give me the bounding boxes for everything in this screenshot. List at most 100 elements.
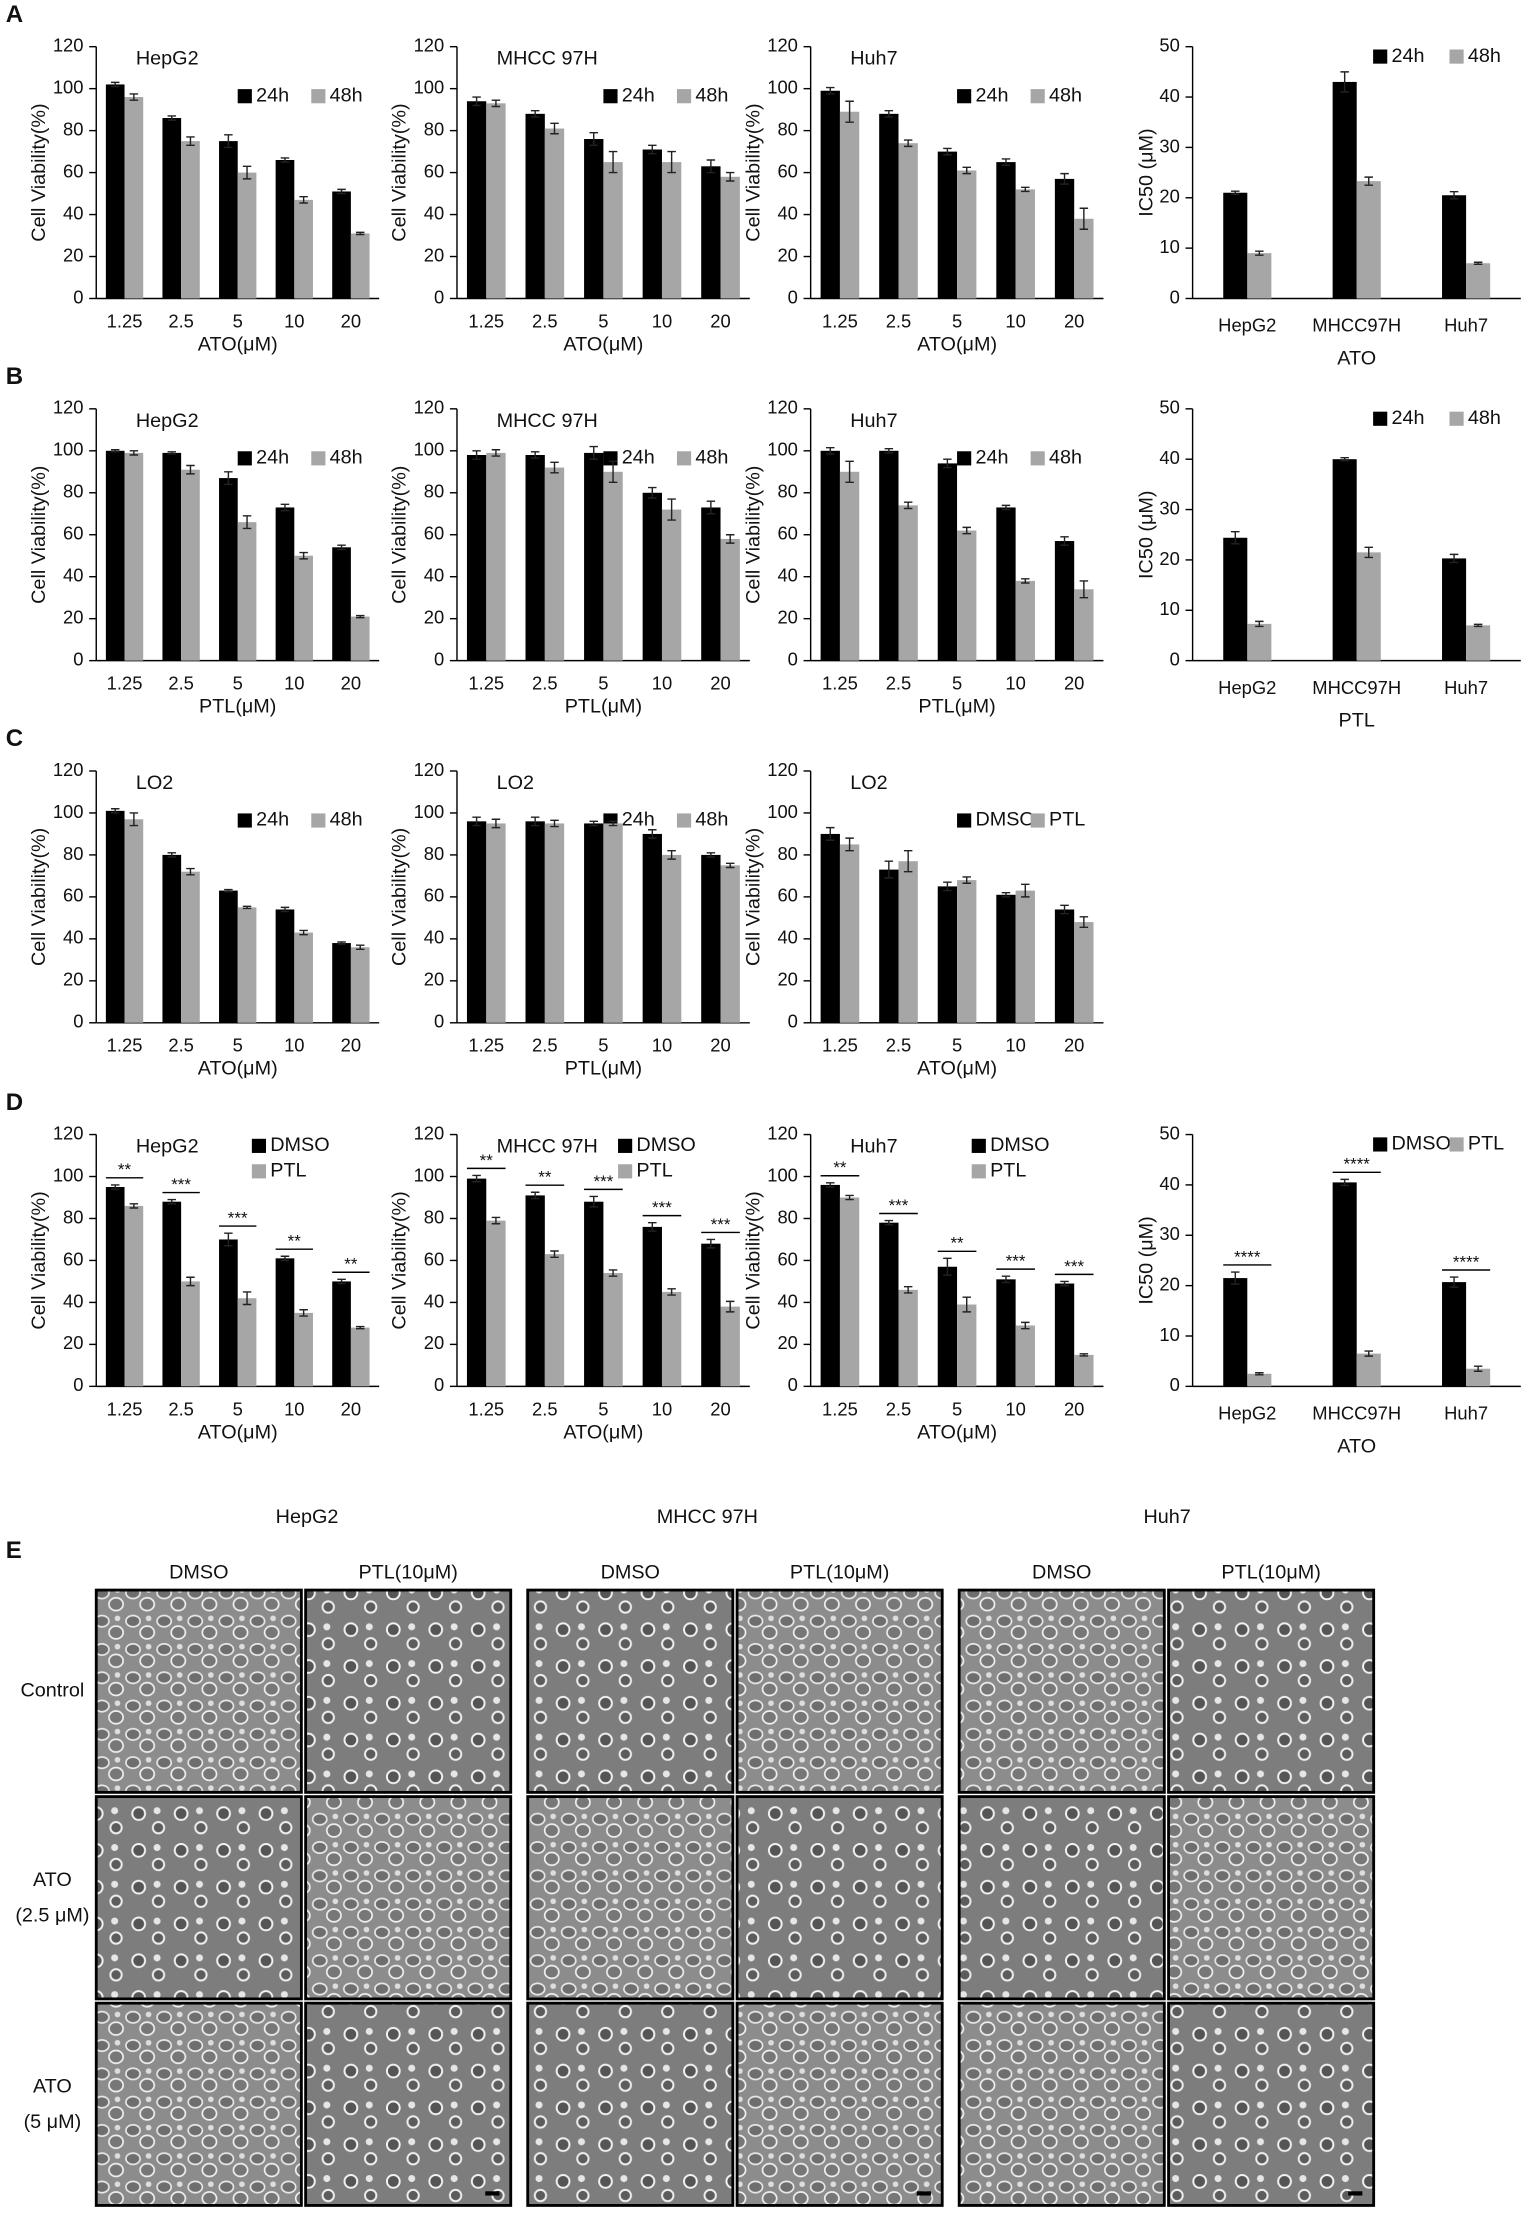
y-tick-label: 0 bbox=[73, 286, 83, 307]
x-tick-label: 1.25 bbox=[107, 1398, 143, 1419]
legend-swatch bbox=[957, 813, 972, 828]
bar bbox=[996, 162, 1016, 299]
bar bbox=[937, 463, 958, 661]
micrograph bbox=[1167, 1588, 1376, 1794]
significance-label: *** bbox=[593, 1172, 613, 1191]
chart-title: MHCC 97H bbox=[497, 48, 598, 70]
error-bar bbox=[943, 881, 952, 892]
x-tick-label: Huh7 bbox=[1444, 315, 1488, 336]
legend-swatch bbox=[618, 1164, 633, 1179]
y-tick-label: 40 bbox=[777, 1290, 797, 1311]
error-bar bbox=[589, 132, 598, 147]
x-axis-label: ATO(μM) bbox=[198, 333, 278, 355]
treatment-label: PTL(10μM) bbox=[1221, 1561, 1320, 1583]
error-bar bbox=[280, 1255, 290, 1262]
cell-line-label: HepG2 bbox=[276, 1506, 339, 1528]
bar bbox=[996, 1279, 1016, 1387]
error-bar bbox=[589, 820, 598, 827]
bar bbox=[544, 1254, 565, 1387]
x-tick-label: Huh7 bbox=[1444, 1403, 1488, 1424]
error-bar bbox=[224, 1232, 233, 1247]
error-bar bbox=[826, 446, 835, 455]
chart-title: HepG2 bbox=[136, 48, 199, 70]
significance-label: *** bbox=[711, 1215, 731, 1234]
condition-label: (2.5 μM) bbox=[15, 1904, 89, 1926]
y-tick-label: 40 bbox=[424, 202, 444, 223]
micrograph bbox=[735, 1588, 944, 1794]
bar bbox=[124, 1205, 144, 1387]
significance-label: ** bbox=[344, 1255, 358, 1274]
bar bbox=[1074, 922, 1094, 1023]
bar bbox=[839, 844, 860, 1023]
bar bbox=[898, 143, 918, 299]
x-tick-label: 5 bbox=[233, 1035, 243, 1056]
legend-swatch bbox=[311, 813, 326, 828]
error-bar bbox=[472, 450, 481, 460]
bar bbox=[957, 170, 977, 299]
legend-label: 48h bbox=[695, 809, 728, 831]
x-tick-label: 5 bbox=[598, 673, 608, 694]
x-tick-label: 1.25 bbox=[468, 673, 504, 694]
x-tick-label: 2.5 bbox=[886, 1398, 912, 1419]
bar bbox=[275, 507, 295, 661]
significance-label: ** bbox=[833, 1158, 847, 1177]
error-bar bbox=[667, 498, 676, 521]
bar bbox=[879, 1222, 899, 1387]
error-bar bbox=[472, 816, 481, 827]
x-tick-label: 10 bbox=[652, 673, 672, 694]
x-axis-label: PTL(μM) bbox=[199, 696, 276, 718]
bar bbox=[1466, 625, 1491, 661]
treatment-label: DMSO bbox=[601, 1561, 660, 1583]
y-tick-label: 50 bbox=[1159, 1122, 1179, 1143]
significance-label: **** bbox=[1234, 1247, 1261, 1266]
bar bbox=[839, 1197, 860, 1387]
error-bar bbox=[1449, 553, 1459, 564]
scale-bar bbox=[916, 2191, 931, 2196]
error-bar bbox=[280, 906, 290, 913]
x-axis-label: ATO(μM) bbox=[917, 1421, 997, 1443]
error-bar bbox=[337, 188, 346, 195]
error-bar bbox=[167, 451, 177, 455]
x-tick-label: HepG2 bbox=[1218, 677, 1276, 698]
x-tick-label: 20 bbox=[341, 1398, 361, 1419]
x-tick-label: 2.5 bbox=[886, 673, 912, 694]
bar bbox=[1332, 459, 1357, 661]
error-bar bbox=[491, 99, 501, 108]
bar bbox=[1015, 1325, 1035, 1387]
x-tick-label: 20 bbox=[341, 1035, 361, 1056]
y-tick-label: 20 bbox=[63, 607, 83, 628]
legend-swatch bbox=[311, 89, 326, 104]
y-axis-label: Cell Viability(%) bbox=[389, 828, 411, 966]
error-bar bbox=[530, 109, 540, 118]
bar bbox=[1356, 1353, 1381, 1387]
bar bbox=[332, 547, 351, 661]
error-bar bbox=[242, 515, 252, 530]
error-bar bbox=[550, 461, 559, 474]
x-axis-label: ATO bbox=[1337, 348, 1376, 370]
legend-swatch bbox=[1373, 411, 1388, 426]
bar bbox=[642, 149, 662, 299]
legend-swatch bbox=[311, 451, 326, 466]
x-tick-label: 1.25 bbox=[822, 1035, 858, 1056]
bar bbox=[525, 821, 545, 1023]
x-tick-label: 1.25 bbox=[822, 1398, 858, 1419]
legend-swatch bbox=[957, 451, 972, 466]
x-tick-label: 1.25 bbox=[107, 310, 143, 331]
error-bar bbox=[1364, 176, 1373, 186]
legend-swatch bbox=[1373, 49, 1388, 64]
error-bar bbox=[242, 165, 252, 180]
bar bbox=[584, 452, 604, 661]
bar bbox=[332, 1281, 351, 1387]
y-axis-label: Cell Viability(%) bbox=[742, 466, 764, 604]
panel-label: B bbox=[6, 363, 23, 390]
y-tick-label: 80 bbox=[424, 481, 444, 502]
bar bbox=[237, 172, 257, 299]
chart-title: Huh7 bbox=[850, 410, 897, 432]
error-bar bbox=[530, 1191, 540, 1200]
y-tick-label: 30 bbox=[1159, 497, 1179, 518]
error-bar bbox=[224, 134, 233, 149]
x-tick-label: 5 bbox=[233, 673, 243, 694]
y-tick-label: 20 bbox=[424, 969, 444, 990]
error-bar bbox=[242, 905, 252, 910]
x-axis-label: ATO(μM) bbox=[563, 333, 643, 355]
